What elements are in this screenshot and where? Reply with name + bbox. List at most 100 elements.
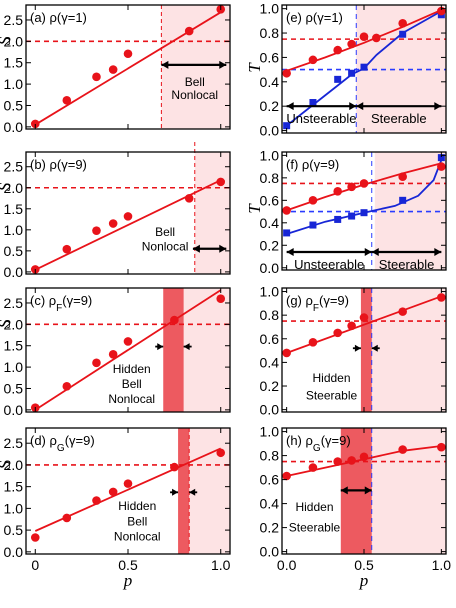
- annotation-text: Hidden: [118, 499, 156, 513]
- arrow-head: [172, 488, 179, 496]
- y-tick-label: 1.5: [4, 338, 24, 354]
- y-tick-label: 0.8: [260, 25, 280, 41]
- annotation-text: Bell: [185, 75, 205, 89]
- data-point-blue: [360, 209, 368, 217]
- x-tick-label: 0: [31, 557, 39, 573]
- y-axis-label: S: [0, 182, 14, 191]
- bell-range-arrow: [192, 244, 227, 253]
- data-point: [170, 462, 179, 472]
- arrow-head: [364, 486, 372, 495]
- y-tick-label: 0.4: [260, 496, 280, 512]
- data-point: [108, 65, 118, 74]
- y-tick-label: 1.0: [260, 284, 280, 300]
- y-axis-label: S: [0, 36, 14, 45]
- data-point-blue: [334, 215, 342, 223]
- data-point: [347, 182, 356, 192]
- plot-area-c: [26, 288, 230, 412]
- data-point: [398, 172, 407, 182]
- annotation-text: Steerable: [306, 388, 358, 402]
- y-tick-label: 2.0: [4, 180, 24, 196]
- y-tick-label: 2.5: [4, 159, 24, 175]
- annotation-text: Steerable: [289, 521, 341, 535]
- unsteerable-arrow: [286, 102, 357, 111]
- data-point: [333, 45, 342, 55]
- nonlocal-region: [371, 288, 446, 412]
- hidden-arrow-right: [183, 343, 192, 351]
- data-point: [282, 471, 291, 481]
- annotation-text: Nonlocal: [108, 392, 155, 406]
- data-point: [123, 479, 133, 488]
- y-tick-label: 1.0: [260, 147, 280, 163]
- data-point-blue: [399, 196, 407, 204]
- steerable-label: Steerable: [379, 257, 435, 272]
- data-point: [62, 382, 72, 391]
- arrow-head: [354, 344, 361, 352]
- data-point: [216, 177, 226, 187]
- arrow-head: [161, 60, 169, 69]
- data-point: [333, 187, 342, 196]
- y-axis-label: S: [0, 319, 14, 328]
- unsteerable-arrow: [286, 248, 372, 257]
- plot-area-g: [282, 288, 446, 412]
- y-tick-label: 1.5: [4, 201, 24, 217]
- data-point: [108, 487, 118, 497]
- arrow-head: [340, 486, 348, 495]
- data-point: [398, 18, 407, 28]
- nonlocal-region: [194, 152, 230, 274]
- arrow-head: [286, 248, 294, 257]
- y-tick-label: 0.2: [260, 520, 280, 536]
- hidden-region: [178, 428, 190, 554]
- nonlocal-region: [189, 428, 230, 554]
- data-point: [92, 496, 101, 505]
- arrow-head: [356, 102, 364, 111]
- hidden-arrow-left: [352, 344, 361, 352]
- y-tick-label: 1.5: [4, 55, 24, 71]
- y-tick-label: 1.0: [4, 76, 24, 92]
- y-tick-label: 1.0: [4, 222, 24, 238]
- y-tick-label: 0.0: [260, 123, 280, 139]
- panel-label: (h) ρG(γ=9): [286, 433, 351, 454]
- hidden-arrow-left: [155, 343, 164, 351]
- data-point-blue: [360, 63, 368, 71]
- panel-g: 0.0 0.2 0.4 0.6 0.8 1.0 (g) ρF(γ=9) T Hidden Stee…: [245, 62, 447, 418]
- data-point: [347, 39, 356, 49]
- data-point: [170, 315, 179, 325]
- annotation-text: Bell: [155, 225, 175, 239]
- x-axis-label: p: [359, 571, 369, 590]
- y-tick-label: 0.5: [4, 522, 24, 538]
- y-tick-label: 0.0: [4, 264, 24, 280]
- y-tick-label: 0.6: [260, 49, 280, 65]
- y-tick-label: 0.0: [260, 402, 280, 418]
- data-point: [30, 119, 40, 129]
- bell-range-arrow: [161, 60, 227, 69]
- y-tick-label: 0.8: [260, 170, 280, 186]
- data-point: [92, 358, 101, 368]
- data-point: [62, 96, 72, 105]
- data-point-blue: [309, 221, 317, 229]
- data-point: [359, 32, 369, 41]
- y-tick-label: 0.4: [260, 215, 280, 231]
- data-point: [333, 457, 342, 466]
- data-point-blue: [283, 122, 291, 130]
- annotation-text: Hidden: [113, 362, 151, 376]
- y-tick-label: 2.5: [4, 295, 24, 311]
- y-tick-label: 1.0: [260, 1, 280, 17]
- data-point: [359, 179, 369, 188]
- data-point-blue: [309, 99, 317, 107]
- plot-area-b: [26, 152, 230, 274]
- data-point: [282, 68, 291, 78]
- x-tick-label: 0.5: [118, 557, 138, 573]
- data-point-blue: [334, 75, 342, 83]
- data-point: [62, 244, 72, 254]
- data-point: [359, 452, 369, 462]
- y-tick-label: 0.5: [4, 97, 24, 113]
- fit-line: [34, 179, 222, 271]
- data-point: [123, 49, 133, 59]
- y-tick-label: 0.0: [4, 402, 24, 418]
- data-point: [123, 337, 133, 346]
- y-tick-label: 0.8: [260, 307, 280, 323]
- y-tick-label: 0.2: [260, 237, 280, 253]
- nonlocal-region: [371, 428, 446, 554]
- y-tick-label: 0.6: [260, 472, 280, 488]
- nonlocal-region: [161, 5, 230, 129]
